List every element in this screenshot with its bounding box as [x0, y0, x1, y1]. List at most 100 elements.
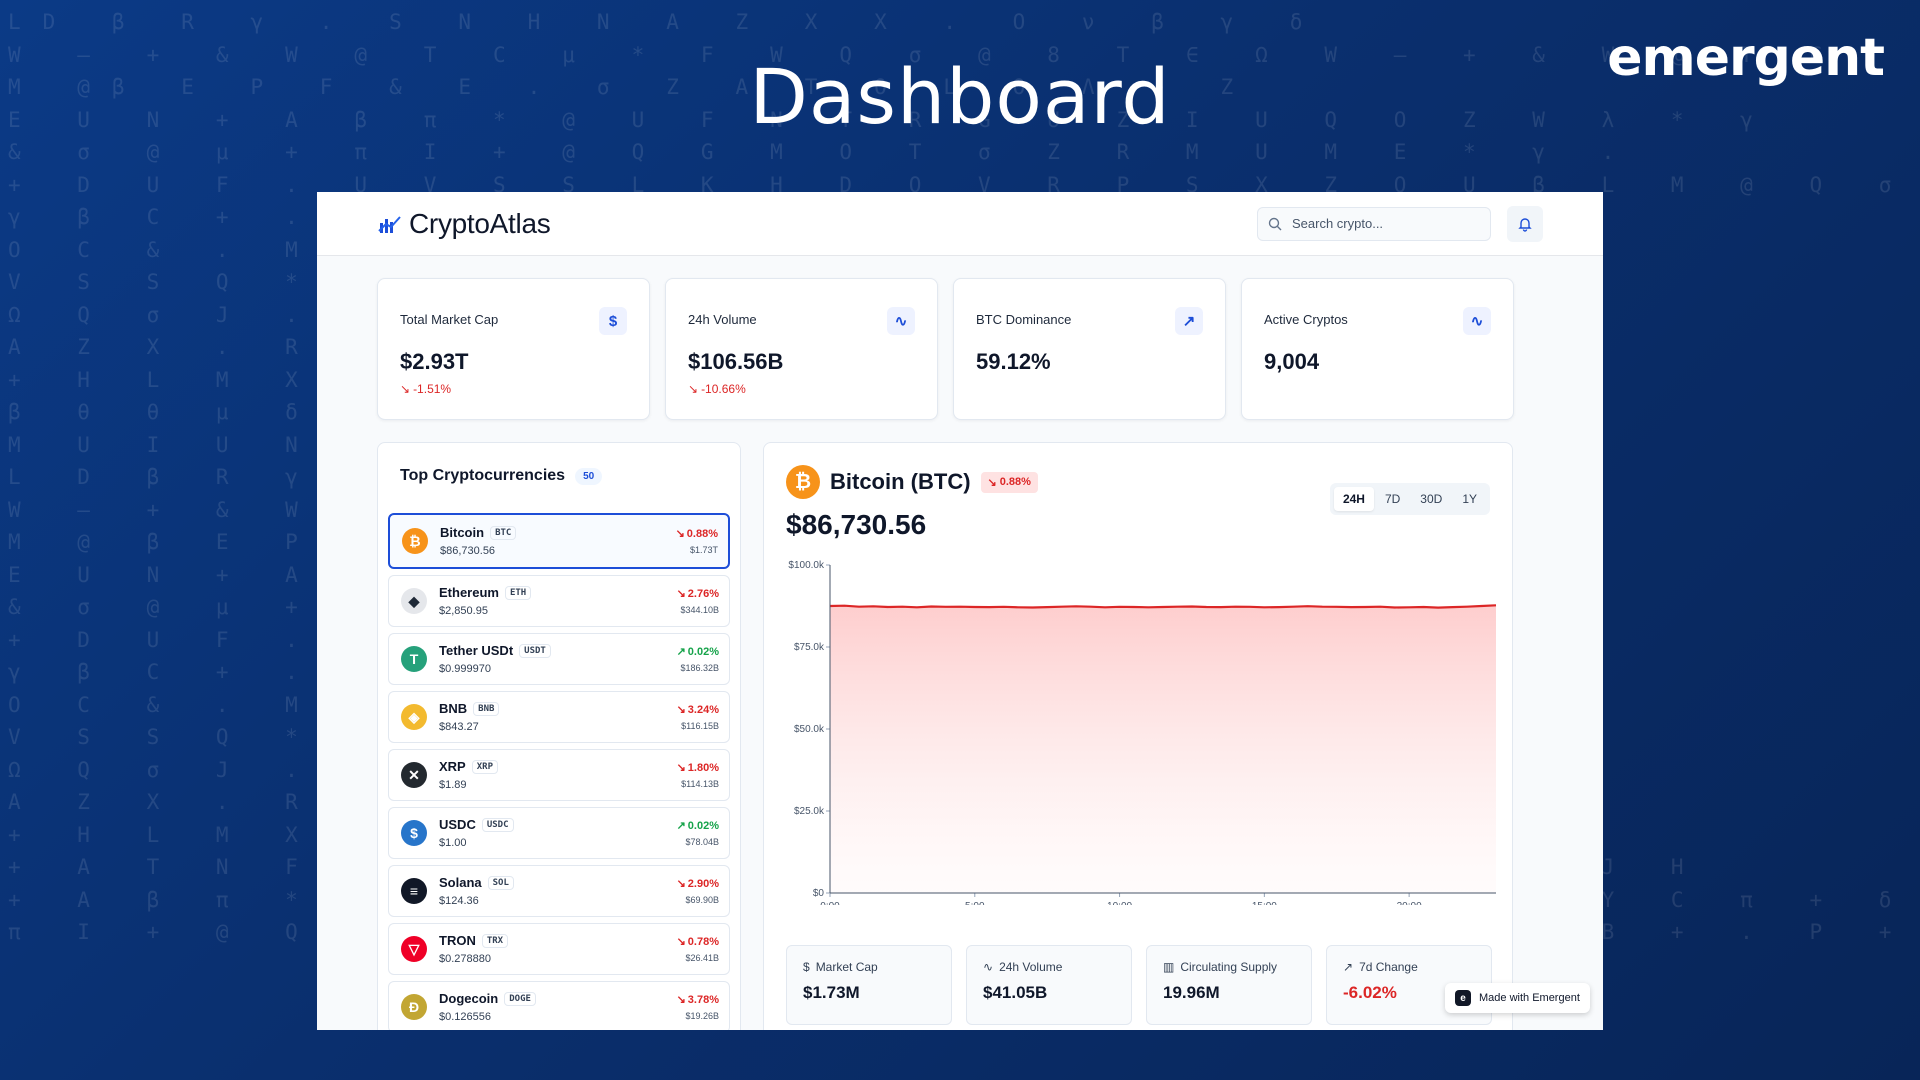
coin-price: $124.36 [439, 895, 479, 907]
tab-30d[interactable]: 30D [1420, 492, 1443, 506]
x-tick-label: 20:00 [1397, 901, 1422, 905]
coin-info: Bitcoin BTC $86,730.56 [440, 525, 676, 557]
coin-market-cap: $19.26B [685, 1011, 719, 1021]
trending-down-icon: ↘ [676, 704, 686, 716]
metric-card: ∿ 24h Volume $41.05B [966, 945, 1132, 1025]
emergent-logo: emergent [1607, 28, 1885, 88]
activity-icon: ∿ [983, 960, 994, 974]
coin-row-xrp[interactable]: ✕ XRP XRP $1.89 ↘ 1.80% $114.13B [388, 749, 730, 801]
coin-row-sol[interactable]: ≡ Solana SOL $124.36 ↘ 2.90% $69.90B [388, 865, 730, 917]
trending-down-icon: ↘ [676, 936, 686, 948]
coin-name-line: Bitcoin BTC [440, 525, 676, 540]
metric-label: ▥ Circulating Supply [1163, 960, 1295, 974]
app-header: CryptoAtlas [317, 192, 1603, 256]
coin-info: Solana SOL $124.36 [439, 875, 677, 907]
coin-name: Dogecoin [439, 991, 499, 1006]
coin-row-bnb[interactable]: ◈ BNB BNB $843.27 ↘ 3.24% $116.15B [388, 691, 730, 743]
solana-icon: ≡ [401, 878, 427, 904]
coin-symbol: USDT [519, 643, 551, 658]
y-tick-label: $100.0k [788, 560, 825, 571]
coin-row-doge[interactable]: Ð Dogecoin DOGE $0.126556 ↘ 3.78% $19.26B [388, 981, 730, 1030]
coin-name: USDC [439, 817, 476, 832]
tab-1y[interactable]: 1Y [1462, 492, 1477, 506]
coin-market-cap: $114.13B [681, 779, 719, 789]
coin-change-value: 0.78% [687, 935, 719, 948]
count-badge: 50 [575, 467, 603, 485]
made-with-emergent-badge[interactable]: e Made with Emergent [1445, 983, 1590, 1013]
ethereum-icon: ◆ [401, 588, 427, 614]
usdc-icon: $ [401, 820, 427, 846]
coin-change: ↘ 2.76% [677, 587, 719, 601]
trending-down-icon: ↘ [400, 382, 411, 396]
trending-up-icon: ↗ [676, 820, 686, 832]
trending-down-icon: ↘ [688, 382, 699, 396]
app-name: CryptoAtlas [409, 207, 551, 239]
coin-change: ↘ 1.80% [677, 761, 719, 775]
coin-stats: ↘ 0.88% $1.73T [675, 527, 718, 556]
stat-value: 9,004 [1264, 349, 1320, 374]
coin-name-line: Dogecoin DOGE [439, 991, 677, 1006]
coin-name: XRP [439, 759, 466, 774]
coin-name-line: XRP XRP [439, 759, 677, 774]
coin-info: Ethereum ETH $2,850.95 [439, 585, 677, 617]
coin-change-value: 0.88% [686, 527, 718, 540]
notifications-button[interactable] [1507, 205, 1543, 242]
coin-row-usdc[interactable]: $ USDC USDC $1.00 ↗ 0.02% $78.04B [388, 807, 730, 859]
tab-24h[interactable]: 24H [1333, 487, 1374, 511]
coin-change-value: 3.24% [687, 703, 719, 716]
coin-row-btc[interactable]: ₿ Bitcoin BTC $86,730.56 ↘ 0.88% $1.73T [388, 513, 730, 569]
coin-name: Ethereum [439, 585, 499, 600]
coin-info: BNB BNB $843.27 [439, 701, 677, 733]
coin-symbol: SOL [487, 875, 514, 890]
x-tick-label: 10:00 [1107, 901, 1132, 905]
bitcoin-icon: ₿ [786, 465, 820, 499]
tab-7d[interactable]: 7D [1384, 492, 1401, 506]
search-input[interactable] [1292, 216, 1472, 231]
coin-change-value: 2.76% [687, 587, 719, 600]
coin-market-cap: $116.15B [681, 721, 719, 731]
coin-info: XRP XRP $1.89 [439, 759, 677, 791]
coin-name: Solana [439, 875, 482, 890]
trending-down-icon: ↘ [675, 528, 685, 540]
coin-market-cap: $69.90B [685, 895, 719, 905]
search-box[interactable] [1257, 206, 1491, 241]
coin-row-trx[interactable]: ▽ TRON TRX $0.278880 ↘ 0.78% $26.41B [388, 923, 730, 975]
metric-label-text: 24h Volume [999, 960, 1063, 974]
tether-usdt-icon: T [401, 646, 427, 672]
coin-row-eth[interactable]: ◆ Ethereum ETH $2,850.95 ↘ 2.76% $344.10B [388, 575, 730, 627]
stat-label: Total Market Cap [400, 312, 499, 327]
chart-logo-icon [378, 215, 401, 233]
list-title: Top Cryptocurrencies [400, 467, 566, 484]
coin-detail-panel: ₿ Bitcoin (BTC) ↘ 0.88% $86,730.56 24H 7D… [763, 442, 1513, 1030]
coin-name: TRON [439, 933, 476, 948]
coin-change: ↘ 2.90% [677, 877, 719, 891]
app-logo[interactable]: CryptoAtlas [377, 207, 551, 240]
coin-stats: ↘ 1.80% $114.13B [677, 761, 719, 790]
bitcoin-icon: ₿ [402, 528, 428, 554]
stat-change: ↘ -1.51% [400, 382, 627, 396]
coin-stats: ↗ 0.02% $78.04B [676, 819, 719, 848]
y-tick-label: $50.0k [794, 724, 825, 735]
tron-icon: ▽ [401, 936, 427, 962]
stat-label: Active Cryptos [1264, 312, 1348, 327]
coin-row-usdt[interactable]: T Tether USDt USDT $0.999970 ↗ 0.02% $186.32B [388, 633, 730, 685]
coin-price: $0.126556 [439, 1011, 491, 1023]
coin-change: ↘ 3.78% [677, 993, 719, 1007]
coin-stats: ↗ 0.02% $186.32B [677, 645, 719, 674]
stat-change-value: -1.51% [413, 382, 452, 396]
coin-name-line: Ethereum ETH [439, 585, 677, 600]
detail-coin-name: Bitcoin (BTC) [830, 469, 971, 494]
metric-label: $ Market Cap [803, 960, 935, 974]
detail-price: $86,730.56 [786, 509, 927, 540]
bar-chart-icon: ▥ [1163, 960, 1175, 974]
coin-info: Tether USDt USDT $0.999970 [439, 643, 677, 675]
coin-name-line: Tether USDt USDT [439, 643, 677, 658]
metric-label-text: 7d Change [1359, 960, 1418, 974]
stat-card: ∿ Active Cryptos 9,004 [1241, 278, 1514, 420]
metric-value: -6.02% [1343, 983, 1397, 1002]
y-tick-label: $75.0k [794, 642, 825, 653]
metric-value: $1.73M [803, 983, 860, 1002]
coin-stats: ↘ 2.76% $344.10B [677, 587, 719, 616]
metric-label: ↗ 7d Change [1343, 960, 1475, 974]
coin-info: USDC USDC $1.00 [439, 817, 677, 849]
